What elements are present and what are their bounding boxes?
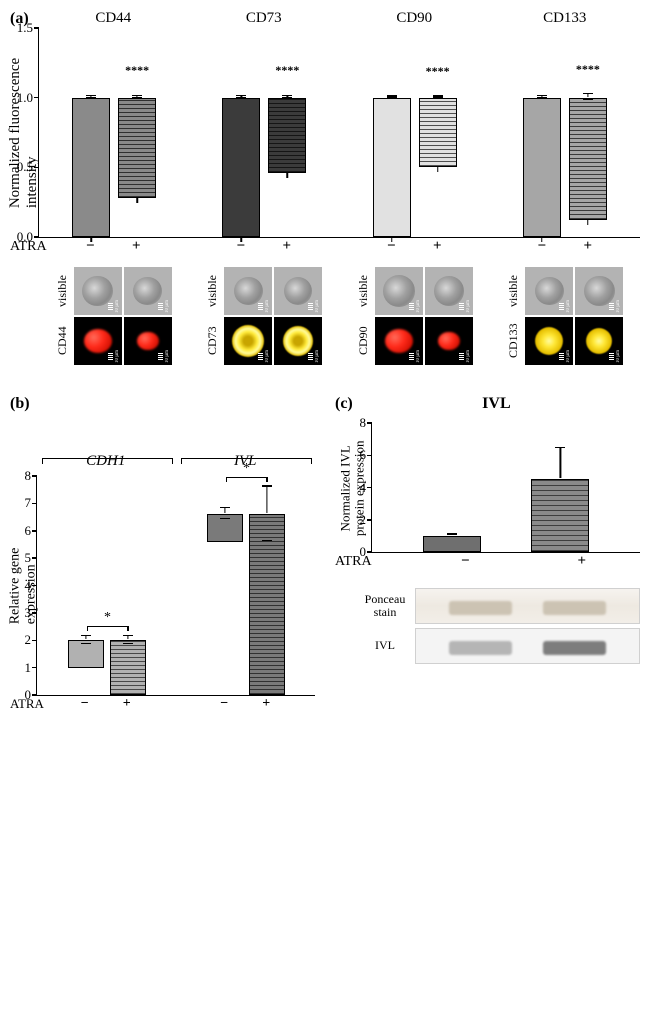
panel-b-plot: 012345678** xyxy=(36,476,315,696)
title-cd90: CD90 xyxy=(339,10,490,27)
panel-b: (b) CDH1 IVL Relative geneexpression 012… xyxy=(10,395,315,712)
panel-a-xrow: −+−+−+−+ xyxy=(38,238,640,255)
panel-a-plot: 0.00.51.01.5**************** xyxy=(38,28,640,238)
panel-a-titles: CD44 CD73 CD90 CD133 xyxy=(38,10,640,27)
figure: (a) CD44 CD73 CD90 CD133 Normalized fluo… xyxy=(0,0,650,732)
blots: Ponceaustain IVL xyxy=(355,588,640,664)
title-cd133: CD133 xyxy=(490,10,641,27)
title-cd44: CD44 xyxy=(38,10,189,27)
panel-c-xrow: −+ xyxy=(407,553,640,570)
panel-c-title: IVL xyxy=(353,395,640,413)
microscopy-row: visibleCD4410 µm10 µm10 µm10 µmvisibleCD… xyxy=(38,267,640,365)
panel-c: (c) IVL Normalized IVLprotein expression… xyxy=(335,395,640,712)
ivl-blot-label: IVL xyxy=(355,639,415,652)
panel-a-ylabel: Normalized fluorescenceintensity xyxy=(10,28,38,238)
panel-b-xrow: −+−+ xyxy=(36,696,315,712)
ponceau-blot xyxy=(415,588,640,624)
panel-c-plot: 02468 xyxy=(371,423,640,553)
ivl-blot xyxy=(415,628,640,664)
panels-bc-row: (b) CDH1 IVL Relative geneexpression 012… xyxy=(10,395,640,712)
panel-a: (a) CD44 CD73 CD90 CD133 Normalized fluo… xyxy=(10,10,640,365)
panel-b-label: (b) xyxy=(10,395,315,413)
title-cd73: CD73 xyxy=(189,10,340,27)
panel-c-label: (c) xyxy=(335,395,353,417)
ponceau-label: Ponceaustain xyxy=(355,593,415,619)
